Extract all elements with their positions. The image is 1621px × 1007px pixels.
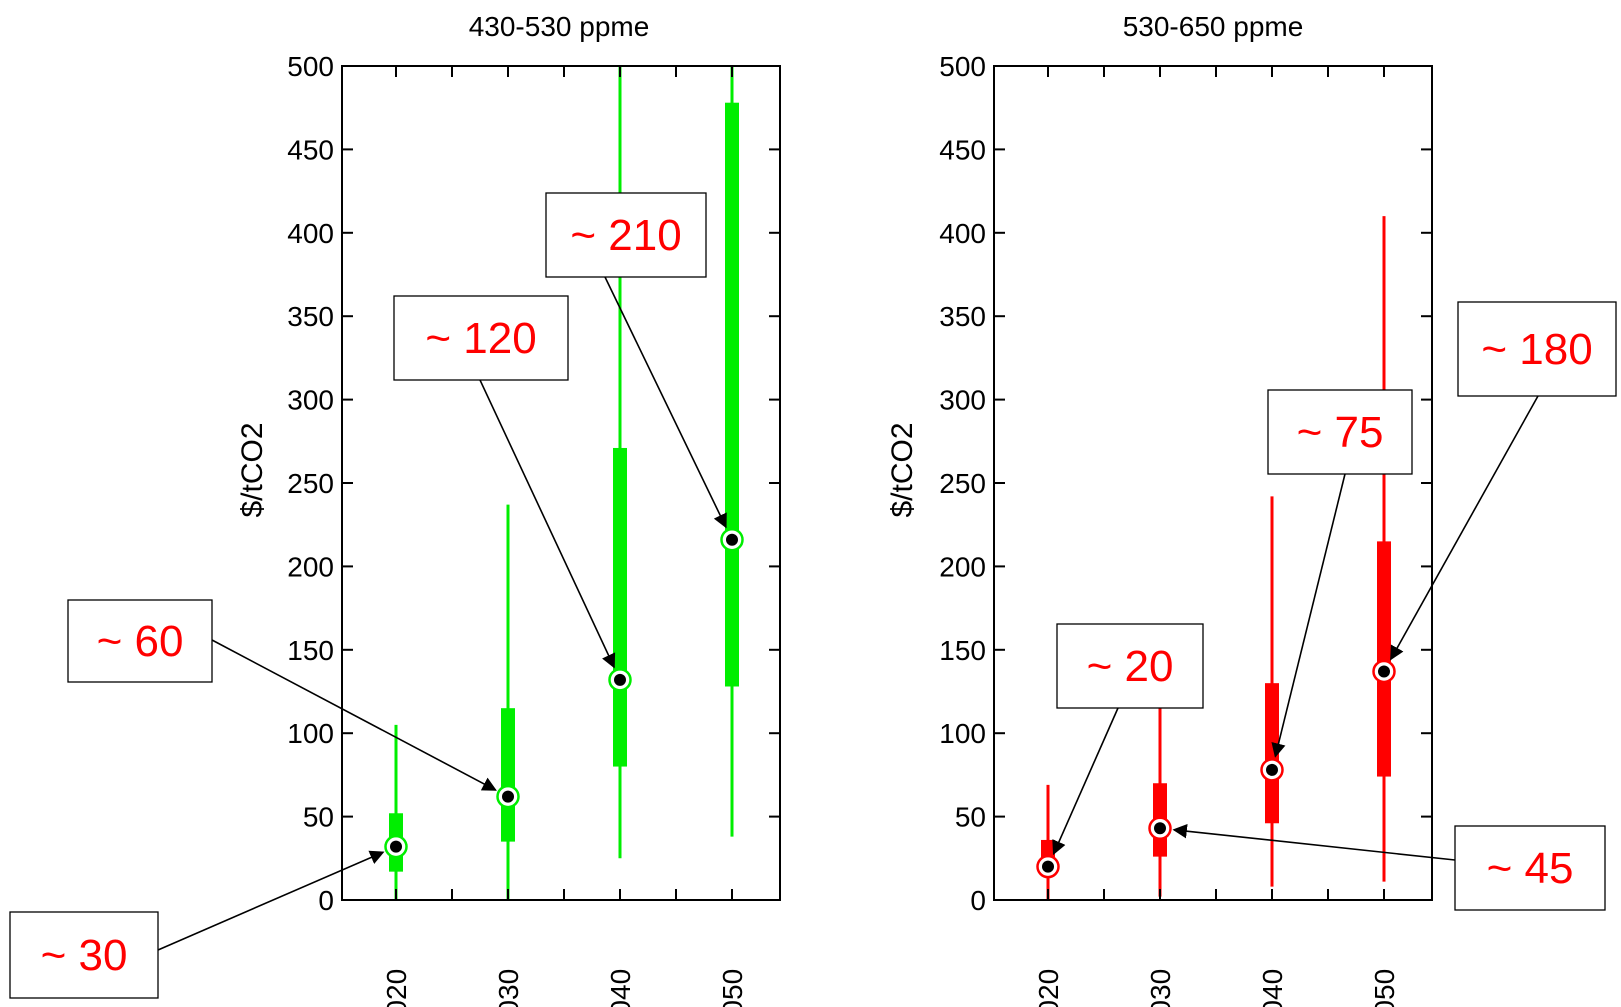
plot-frame bbox=[993, 65, 1433, 901]
callout-box bbox=[1056, 623, 1204, 709]
callout-label: ~ 180 bbox=[1481, 325, 1592, 374]
y-tick-label: 250 bbox=[939, 468, 986, 499]
median-dot bbox=[726, 533, 738, 546]
callout-box bbox=[9, 911, 159, 999]
plot-marks bbox=[1036, 216, 1396, 900]
callout-label: ~ 75 bbox=[1297, 408, 1384, 457]
axis-ticks: 0 50 100 150 200 250 300 350 400 450 500 2020 2030 20… bbox=[939, 51, 1432, 1007]
median-dot bbox=[502, 790, 514, 803]
median-dot bbox=[1154, 822, 1166, 835]
callout-label: ~ 30 bbox=[41, 931, 128, 980]
median-dot bbox=[1266, 763, 1278, 776]
y-tick-label: 450 bbox=[939, 134, 986, 165]
panel-430-530: 430-530 ppme $/tCO2 0 50 100 150 200 250 300 35… bbox=[236, 11, 781, 1007]
y-tick-label: 450 bbox=[287, 134, 334, 165]
y-tick-label: 150 bbox=[939, 635, 986, 666]
y-tick-label: 50 bbox=[303, 802, 334, 833]
y-tick-label: 200 bbox=[287, 551, 334, 582]
x-tick-label: 2040 bbox=[1257, 969, 1288, 1007]
y-tick-label: 50 bbox=[955, 802, 986, 833]
callout-label: ~ 60 bbox=[97, 617, 184, 666]
callout-arrow bbox=[211, 639, 497, 791]
y-tick-label: 500 bbox=[939, 51, 986, 82]
plot-marks bbox=[384, 66, 744, 900]
callout-layer: ~ 30 ~ 60 ~ 120 ~ 210 ~ 20 ~ 45 ~ 75 ~ 180 bbox=[9, 192, 1617, 999]
chart-title: 430-530 ppme bbox=[469, 11, 650, 42]
callout-arrow bbox=[604, 276, 727, 529]
median-dot bbox=[1378, 665, 1390, 678]
y-tick-label: 300 bbox=[287, 385, 334, 416]
callout-arrow bbox=[1271, 473, 1346, 758]
x-tick-label: 2040 bbox=[605, 969, 636, 1007]
callout-box bbox=[1454, 825, 1606, 911]
y-tick-label: 400 bbox=[287, 218, 334, 249]
y-tick-label: 350 bbox=[287, 301, 334, 332]
y-axis-label: $/tCO2 bbox=[886, 422, 919, 517]
plot-frame bbox=[341, 65, 781, 901]
x-tick-label: 2050 bbox=[1369, 969, 1400, 1007]
callout-box bbox=[1267, 389, 1413, 475]
y-tick-label: 0 bbox=[970, 885, 986, 916]
callout-arrow bbox=[1052, 707, 1119, 856]
x-tick-label: 2050 bbox=[717, 969, 748, 1007]
callout-label: ~ 45 bbox=[1487, 844, 1574, 893]
y-tick-label: 100 bbox=[287, 718, 334, 749]
callout-arrow bbox=[479, 379, 616, 669]
callout-label: ~ 20 bbox=[1087, 642, 1174, 691]
y-tick-label: 400 bbox=[939, 218, 986, 249]
callout-arrow bbox=[157, 850, 385, 951]
y-tick-label: 200 bbox=[939, 551, 986, 582]
y-tick-label: 100 bbox=[939, 718, 986, 749]
callout-box bbox=[545, 192, 707, 278]
axis-ticks: 0 50 100 150 200 250 300 350 400 450 500 2020 2030 20… bbox=[287, 51, 780, 1007]
callout-box bbox=[1457, 301, 1617, 397]
callout-box bbox=[67, 599, 213, 683]
median-dot bbox=[614, 673, 626, 686]
chart-title: 530-650 ppme bbox=[1123, 11, 1304, 42]
x-tick-label: 2030 bbox=[1145, 969, 1176, 1007]
iqr-box bbox=[501, 708, 515, 842]
x-tick-label: 2020 bbox=[1033, 969, 1064, 1007]
callout-arrow bbox=[1390, 395, 1539, 661]
median-dot bbox=[1042, 860, 1054, 873]
y-tick-label: 0 bbox=[318, 885, 334, 916]
median-dot bbox=[390, 840, 402, 853]
y-tick-label: 250 bbox=[287, 468, 334, 499]
iqr-box bbox=[725, 102, 739, 687]
x-tick-label: 2030 bbox=[493, 969, 524, 1007]
callout-box bbox=[393, 295, 569, 381]
callout-label: ~ 120 bbox=[425, 314, 536, 363]
callout-arrow bbox=[1172, 823, 1456, 861]
y-tick-label: 150 bbox=[287, 635, 334, 666]
y-tick-label: 500 bbox=[287, 51, 334, 82]
y-tick-label: 350 bbox=[939, 301, 986, 332]
y-axis-label: $/tCO2 bbox=[236, 422, 269, 517]
callout-label: ~ 210 bbox=[570, 211, 681, 260]
y-tick-label: 300 bbox=[939, 385, 986, 416]
iqr-box bbox=[1377, 541, 1391, 777]
panel-530-650: 530-650 ppme $/tCO2 0 50 100 150 200 250 300 35… bbox=[886, 11, 1433, 1007]
x-tick-label: 2020 bbox=[381, 969, 412, 1007]
iqr-box bbox=[613, 447, 627, 767]
